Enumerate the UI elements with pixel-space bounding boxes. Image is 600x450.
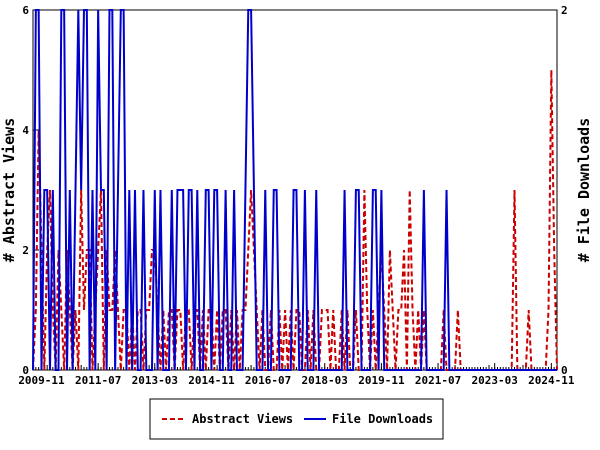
right-axis-tick-label: 0	[561, 364, 568, 377]
x-tick-label: 2016-07	[245, 374, 291, 387]
x-tick-label: 2013-03	[132, 374, 178, 387]
x-tick-label: 2014-11	[188, 374, 235, 387]
plot-area: 2009-11 2011-07 2013-03 2014-11 2016-07 2018-…	[18, 4, 575, 387]
legend: Abstract Views File Downloads	[149, 398, 444, 440]
right-axis-tick-label: 2	[561, 4, 568, 17]
abstract-views-legend-label: Abstract Views	[192, 412, 293, 426]
x-tick-label: 2009-11	[18, 374, 65, 387]
x-tick-label: 2018-03	[302, 374, 348, 387]
x-tick-label: 2019-11	[358, 374, 405, 387]
abstract-views-line	[32, 69, 558, 371]
left-axis-tick-label: 6	[22, 4, 29, 17]
file-downloads-line	[32, 9, 557, 371]
x-tick-label: 2021-07	[415, 374, 461, 387]
legend-box	[149, 398, 444, 440]
file-downloads-legend-label: File Downloads	[332, 412, 433, 426]
x-tick-label: 2023-03	[472, 374, 518, 387]
x-tick-label: 2024-11	[528, 374, 575, 387]
left-axis-title: # Abstract Views	[0, 118, 18, 263]
left-axis-tick-label: 0	[22, 364, 29, 377]
x-tick-label: 2011-07	[75, 374, 121, 387]
left-axis-tick-label: 4	[22, 124, 29, 137]
left-axis-tick-label: 2	[22, 244, 29, 257]
plot-frame	[32, 9, 558, 371]
right-axis-title: # File Downloads	[575, 118, 593, 263]
